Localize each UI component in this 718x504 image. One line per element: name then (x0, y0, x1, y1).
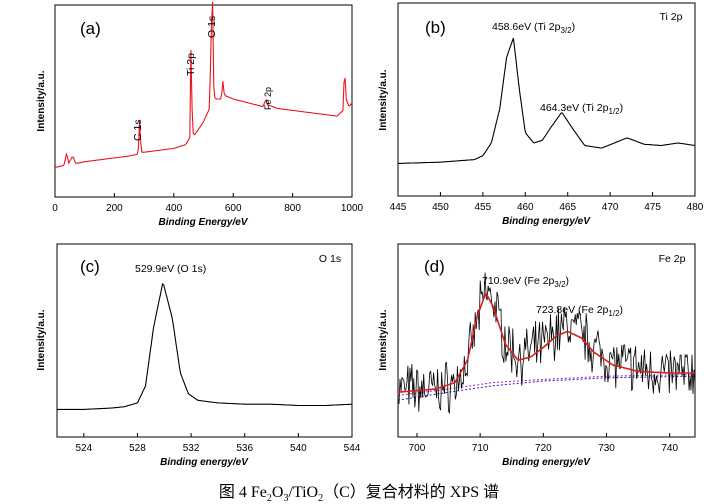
tick-label: 0 (52, 203, 58, 214)
figure-caption: 图 4 Fe2O3/TiO2（C）复合材料的 XPS 谱 (218, 484, 500, 504)
tick-label: 540 (290, 443, 307, 454)
panel-d-fit-curve (397, 291, 695, 393)
annotation-ti2p32: 458.6eV (Ti 2p3/2) (492, 21, 575, 35)
tick-label: 544 (344, 443, 361, 454)
peak-label-fe2p: Fe 2p (263, 87, 273, 110)
tick-label: 600 (225, 203, 242, 214)
tick-label: 400 (165, 203, 182, 214)
panel-c-ylabel: Intensity/a.u. (36, 309, 47, 370)
peak-label-c1s: C 1s (132, 119, 144, 141)
tick-label: 700 (409, 443, 426, 454)
panel-d-raw-curve (397, 272, 696, 415)
panel-d-fe2p-spectrum: (d) Fe 2p Intensity/a.u. Binding energy/… (378, 243, 696, 468)
tick-label: 532 (183, 443, 200, 454)
panel-d-label: (d) (424, 257, 445, 276)
panel-a-survey-curve (54, 1, 353, 168)
panel-a-xlabel: Binding Energy/eV (159, 217, 249, 228)
panel-b-label: (b) (425, 18, 446, 37)
panel-b-ti2p-curve (398, 37, 696, 164)
tick-label: 740 (661, 443, 678, 454)
panel-c-o1s-curve (57, 283, 353, 410)
tick-label: 536 (236, 443, 253, 454)
tick-label: 720 (535, 443, 552, 454)
panel-b-corner-label: Ti 2p (660, 11, 683, 23)
panel-b-ti2p-spectrum: (b) Ti 2p Intensity/a.u. Binding energy/… (378, 2, 704, 227)
tick-label: 710 (472, 443, 489, 454)
panel-d-frame (397, 243, 696, 438)
tick-label: 465 (559, 202, 576, 213)
tick-label: 800 (284, 203, 301, 214)
tick-label: 445 (390, 202, 407, 213)
panel-c-ticks: 524 528 532 536 540 544 (75, 433, 361, 454)
panel-d-ticks: 700 710 720 730 740 (409, 433, 679, 454)
tick-label: 475 (644, 202, 661, 213)
panel-a-label: (a) (80, 19, 101, 38)
panel-b-frame (397, 2, 696, 197)
tick-label: 450 (432, 202, 449, 213)
tick-label: 200 (106, 203, 123, 214)
tick-label: 480 (687, 202, 704, 213)
panel-b-ticks: 445 450 455 460 465 470 475 480 (390, 192, 704, 213)
annotation-fe2p12: 723.8eV (Fe 2p1/2) (536, 304, 623, 318)
tick-label: 455 (475, 202, 492, 213)
panel-a-ylabel: Intensity/a.u. (36, 70, 47, 131)
panel-c-corner-label: O 1s (319, 253, 341, 265)
panel-c-label: (c) (80, 257, 100, 276)
panel-a-survey-spectrum: (a) Intensity/a.u. Binding Energy/eV 0 20… (36, 1, 364, 228)
annotation-ti2p12: 464.3eV (Ti 2p1/2) (540, 102, 623, 116)
peak-label-ti2p: Ti 2p (185, 53, 197, 76)
panel-d-ylabel: Intensity/a.u. (378, 309, 389, 370)
panel-c-xlabel: Binding energy/eV (160, 457, 249, 468)
annotation-fe2p32: 710.9eV (Fe 2p3/2) (482, 275, 569, 289)
tick-label: 730 (598, 443, 615, 454)
tick-label: 460 (517, 202, 534, 213)
panel-c-o1s-spectrum: (c) O 1s Intensity/a.u. Binding energy/e… (36, 243, 361, 468)
panel-a-ticks: 0 200 400 600 800 1000 (52, 193, 364, 214)
tick-label: 528 (129, 443, 146, 454)
panel-b-xlabel: Binding energy/eV (502, 216, 591, 227)
annotation-o1s: 529.9eV (O 1s) (135, 263, 206, 275)
panel-b-ylabel: Intensity/a.u. (378, 69, 389, 130)
panel-d-xlabel: Binding energy/eV (502, 457, 591, 468)
panel-c-frame (56, 243, 353, 438)
tick-label: 470 (602, 202, 619, 213)
tick-label: 524 (75, 443, 92, 454)
peak-label-o1s: O 1s (206, 16, 218, 38)
panel-a-frame (54, 4, 353, 198)
tick-label: 1000 (341, 203, 364, 214)
panel-d-component-1-curve (397, 375, 695, 401)
panel-d-corner-label: Fe 2p (659, 253, 686, 265)
